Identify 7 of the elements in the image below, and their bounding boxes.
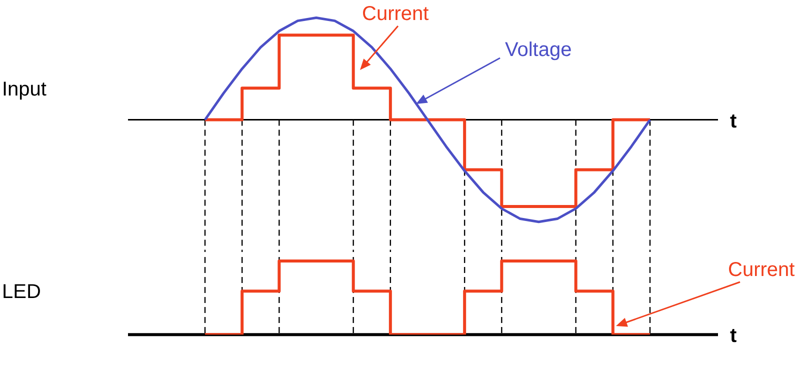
text: Current [728,259,795,281]
y-axis-title: LED [2,281,41,304]
x-axis-title: t [730,110,737,132]
series-label: Current [362,3,429,25]
text: Voltage [505,39,572,61]
y-axis-title: Input [2,78,47,100]
x-axis-title: t [730,325,737,348]
